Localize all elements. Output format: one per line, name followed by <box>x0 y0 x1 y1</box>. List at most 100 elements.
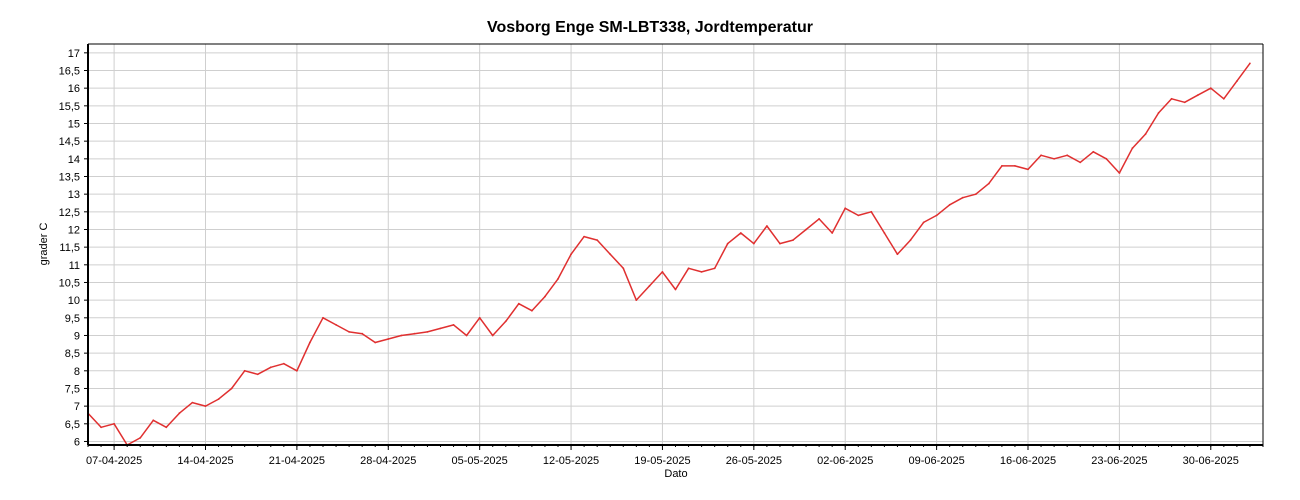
data-point <box>1040 154 1042 157</box>
data-point <box>609 253 612 256</box>
data-point <box>779 242 781 245</box>
y-tick-label: 6 <box>74 436 80 448</box>
x-tick-label: 07-04-2025 <box>86 455 142 467</box>
y-tick-label: 8,5 <box>65 348 80 360</box>
x-tick-label: 23-06-2025 <box>1091 455 1147 467</box>
data-point <box>766 225 768 227</box>
data-point <box>309 341 311 344</box>
data-point <box>413 332 416 335</box>
x-tick-label: 19-05-2025 <box>634 455 690 467</box>
x-axis-label: Dato <box>664 468 687 480</box>
data-point <box>1196 94 1199 97</box>
y-tick-label: 11,5 <box>59 242 80 254</box>
y-tick-label: 13 <box>68 189 80 201</box>
data-point <box>269 366 272 369</box>
x-tick-label: 14-04-2025 <box>177 455 233 467</box>
data-point <box>792 239 794 242</box>
grid-lines <box>88 44 1263 445</box>
data-point <box>557 278 559 280</box>
plot-area <box>88 44 1263 445</box>
data-point <box>387 338 390 340</box>
data-point <box>922 221 925 224</box>
data-point <box>909 239 912 242</box>
data-point <box>439 327 442 330</box>
data-point <box>1001 165 1003 167</box>
x-tick-label: 28-04-2025 <box>360 455 416 467</box>
data-point <box>452 324 455 326</box>
data-point <box>687 267 690 270</box>
data-point <box>191 401 194 404</box>
data-point <box>465 334 468 337</box>
data-point <box>739 232 742 234</box>
data-point <box>1144 133 1147 136</box>
data-point <box>818 218 820 220</box>
data-point <box>1170 97 1173 100</box>
data-point <box>335 324 337 326</box>
y-tick-label: 7,5 <box>65 383 80 395</box>
data-point <box>282 362 285 365</box>
y-tick-label: 9,5 <box>65 313 80 325</box>
data-point <box>661 271 664 273</box>
data-point <box>700 271 703 273</box>
x-axis-ticks: 07-04-2025 14-04-2025 21-04-2025 28-04-2025… <box>86 445 1264 467</box>
data-point <box>1236 80 1238 82</box>
y-tick-label: 16,5 <box>59 65 80 77</box>
y-tick-label: 7 <box>74 401 80 413</box>
data-point <box>1249 62 1251 65</box>
data-point <box>139 437 142 439</box>
data-point <box>1079 161 1082 164</box>
data-point <box>426 331 429 333</box>
data-point <box>1157 112 1160 114</box>
x-tick-label: 16-06-2025 <box>1000 455 1056 467</box>
data-point <box>987 182 990 185</box>
data-point <box>648 285 651 287</box>
y-tick-label: 17 <box>68 48 80 60</box>
y-tick-label: 6,5 <box>65 419 80 431</box>
data-point <box>831 232 834 234</box>
x-tick-label: 09-06-2025 <box>908 455 964 467</box>
data-point <box>752 242 755 245</box>
x-tick-label: 30-06-2025 <box>1183 455 1239 467</box>
data-point <box>961 196 964 199</box>
data-point <box>517 302 520 305</box>
data-point <box>805 228 807 231</box>
data-point <box>1092 150 1095 153</box>
data-point <box>531 309 533 312</box>
x-tick-label: 02-06-2025 <box>817 455 873 467</box>
y-tick-label: 10 <box>68 295 80 307</box>
data-point <box>204 405 207 407</box>
data-point <box>1183 101 1186 104</box>
series-line <box>87 62 1251 446</box>
y-axis-ticks: 6 6,5 7 7,5 8 8,5 9 9,5 10 10,5 11 11,5 12 12,5 13 13,5… <box>59 48 88 448</box>
y-tick-label: 14 <box>68 154 80 166</box>
y-tick-label: 12 <box>68 224 80 236</box>
data-point <box>374 341 377 344</box>
data-point <box>400 334 403 337</box>
data-point <box>622 267 625 270</box>
data-point <box>1105 157 1108 160</box>
data-point <box>504 320 507 323</box>
data-point <box>883 232 886 234</box>
y-tick-label: 15,5 <box>59 101 80 113</box>
data-point <box>544 295 546 298</box>
data-point <box>152 419 155 422</box>
data-point <box>1053 157 1055 160</box>
data-point <box>178 412 181 415</box>
data-point <box>674 288 677 291</box>
data-point <box>726 242 729 245</box>
x-tick-label: 26-05-2025 <box>726 455 782 467</box>
data-point <box>635 299 638 301</box>
x-tick-label: 21-04-2025 <box>269 455 325 467</box>
data-point <box>100 426 102 429</box>
y-tick-label: 10,5 <box>59 277 80 289</box>
data-point <box>596 239 599 242</box>
data-point <box>348 331 350 333</box>
data-point <box>1209 87 1212 90</box>
y-tick-label: 12,5 <box>59 207 80 219</box>
data-point <box>322 316 324 319</box>
data-point <box>974 193 977 196</box>
y-tick-label: 14,5 <box>59 136 80 148</box>
data-point <box>230 387 233 390</box>
data-point <box>1222 97 1225 100</box>
data-point <box>570 253 572 256</box>
